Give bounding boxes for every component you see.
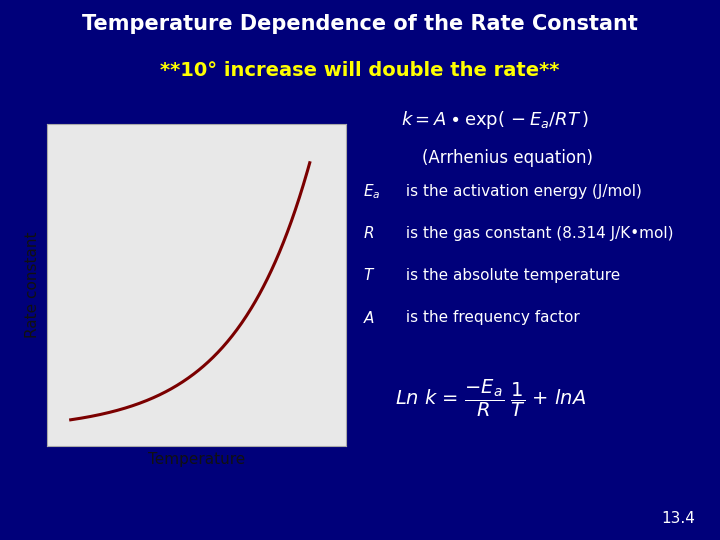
Text: (Arrhenius equation): (Arrhenius equation) [422,150,593,167]
Text: $R$: $R$ [364,225,374,241]
Text: 13.4: 13.4 [661,511,695,526]
Text: is the frequency factor: is the frequency factor [402,310,580,325]
Text: is the gas constant (8.314 J/K•mol): is the gas constant (8.314 J/K•mol) [402,226,674,241]
Text: Temperature Dependence of the Rate Constant: Temperature Dependence of the Rate Const… [82,14,638,34]
X-axis label: Temperature: Temperature [148,453,245,468]
Text: $A$: $A$ [364,309,376,326]
Text: is the absolute temperature: is the absolute temperature [402,268,621,283]
Text: $T$: $T$ [364,267,376,284]
Text: **10° increase will double the rate**: **10° increase will double the rate** [161,62,559,80]
Text: Ln $k$ = $\dfrac{-E_a}{R}$ $\dfrac{1}{T}$ + ln$A$: Ln $k$ = $\dfrac{-E_a}{R}$ $\dfrac{1}{T}… [395,377,586,419]
Text: is the activation energy (J/mol): is the activation energy (J/mol) [402,184,642,199]
Y-axis label: Rate constant: Rate constant [25,232,40,338]
Text: $E_a$: $E_a$ [364,182,381,200]
Text: $k = A \bullet \exp(\,-E_a/RT\,)$: $k = A \bullet \exp(\,-E_a/RT\,)$ [402,109,589,131]
